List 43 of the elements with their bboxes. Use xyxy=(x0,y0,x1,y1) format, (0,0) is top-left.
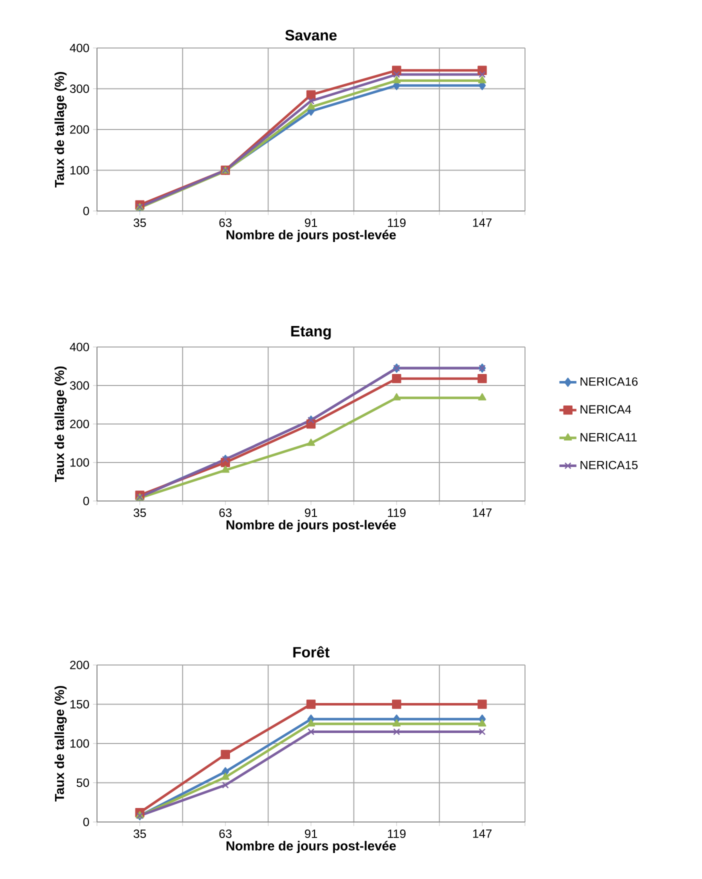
y-axis-title: Taux de tallage (%) xyxy=(54,686,67,802)
y-tick-label: 150 xyxy=(70,700,90,708)
chart-title: Etang xyxy=(291,326,331,340)
y-tick-label: 200 xyxy=(70,125,90,134)
y-tick-label: 400 xyxy=(70,342,90,352)
x-tick-label: 147 xyxy=(473,830,492,838)
chart-title: Forêt xyxy=(293,646,330,658)
x-tick-label: 63 xyxy=(219,830,232,838)
y-axis-title: Taux de tallage (%) xyxy=(54,366,67,482)
y-tick-label: 0 xyxy=(83,496,90,506)
legend-label: NERICA11 xyxy=(580,432,637,442)
y-tick-label: 200 xyxy=(70,420,90,428)
x-tick-label: 119 xyxy=(388,830,406,838)
y-tick-label: 100 xyxy=(70,458,90,467)
x-tick-label: 147 xyxy=(473,218,492,227)
y-tick-label: 0 xyxy=(83,818,90,826)
y-tick-label: 200 xyxy=(70,660,90,670)
x-tick-label: 35 xyxy=(134,830,146,838)
x-tick-label: 91 xyxy=(304,830,318,838)
x-axis-title: Nombre de jours post-levée xyxy=(226,840,396,853)
x-axis-title: Nombre de jours post-levée xyxy=(226,230,396,242)
x-tick-label: 35 xyxy=(134,218,146,227)
y-tick-label: 0 xyxy=(83,206,90,216)
x-tick-label: 119 xyxy=(388,218,406,227)
chart-title: Savane xyxy=(285,30,337,40)
legend-label: NERICA4 xyxy=(580,405,632,414)
x-tick-label: 91 xyxy=(304,218,318,227)
y-tick-label: 50 xyxy=(76,778,90,787)
legend-label: NERICA15 xyxy=(580,460,638,470)
x-tick-label: 147 xyxy=(473,508,492,517)
legend-label: NERICA16 xyxy=(580,377,638,386)
y-tick-label: 100 xyxy=(70,166,90,174)
x-tick-label: 35 xyxy=(134,508,146,517)
y-tick-label: 300 xyxy=(70,84,90,93)
x-tick-label: 63 xyxy=(219,508,232,517)
x-tick-label: 63 xyxy=(219,218,232,227)
y-tick-label: 400 xyxy=(70,44,90,52)
y-axis-title: Taux de tallage (%) xyxy=(54,72,67,188)
x-tick-label: 119 xyxy=(388,508,406,517)
x-axis-title: Nombre de jours post-levée xyxy=(226,520,396,532)
y-tick-label: 100 xyxy=(70,739,90,748)
x-tick-label: 91 xyxy=(304,508,318,517)
y-tick-label: 300 xyxy=(70,381,90,390)
